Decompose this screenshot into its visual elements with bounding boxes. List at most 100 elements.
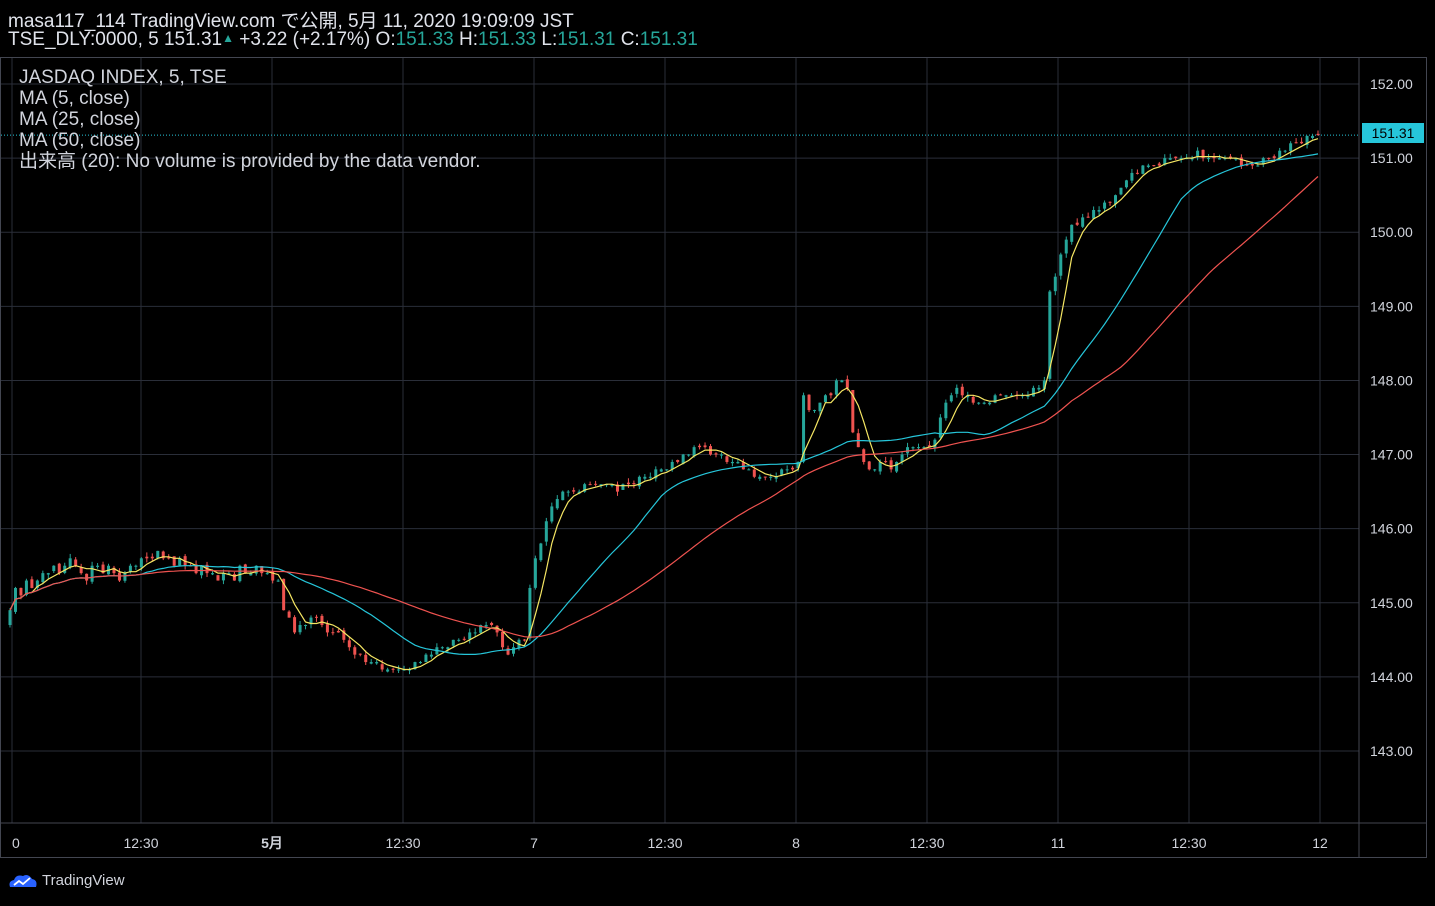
candle-body bbox=[878, 461, 882, 472]
candle-body bbox=[79, 567, 83, 574]
x-tick-label: 12 bbox=[1312, 835, 1328, 851]
x-tick-label: 12:30 bbox=[909, 835, 944, 851]
candle-body bbox=[818, 402, 822, 412]
candle-body bbox=[1267, 157, 1271, 159]
candle-body bbox=[479, 625, 483, 633]
published-info: masa117_114 TradingView.com で公開, 5月 11, … bbox=[8, 11, 574, 32]
candle-body bbox=[1146, 165, 1150, 167]
candle-body bbox=[1196, 150, 1200, 157]
candle-body bbox=[358, 653, 362, 655]
legend-symbol[interactable]: JASDAQ INDEX, 5, TSE bbox=[19, 67, 227, 88]
candle-body bbox=[938, 417, 942, 438]
candle-body bbox=[74, 559, 78, 566]
candle-body bbox=[1250, 163, 1254, 166]
candle-body bbox=[484, 625, 488, 627]
candle-body bbox=[1086, 216, 1090, 218]
high-label: H: bbox=[459, 29, 479, 50]
candle-body bbox=[46, 573, 50, 575]
legend-ma50[interactable]: MA (50, close) bbox=[19, 130, 141, 151]
candle-body bbox=[900, 454, 904, 462]
candle-body bbox=[238, 565, 242, 582]
candle-body bbox=[276, 580, 280, 582]
y-tick-label: 151.00 bbox=[1370, 150, 1413, 166]
candle-body bbox=[752, 469, 756, 477]
legend-ma5[interactable]: MA (5, close) bbox=[19, 88, 130, 109]
candle-body bbox=[714, 453, 718, 455]
candle-body bbox=[161, 551, 165, 559]
candle-body bbox=[1141, 165, 1145, 174]
candle-body bbox=[1283, 150, 1287, 152]
candle-body bbox=[501, 631, 505, 648]
candle-body bbox=[933, 439, 937, 448]
candle-body bbox=[676, 459, 680, 462]
candle-body bbox=[1135, 172, 1139, 174]
candle-body bbox=[884, 461, 888, 463]
up-arrow-icon: ▲ bbox=[222, 31, 234, 45]
cloud-logo-icon bbox=[9, 874, 37, 887]
candle-body bbox=[851, 390, 855, 433]
candle-body bbox=[1130, 172, 1134, 181]
candle-body bbox=[615, 484, 619, 492]
ohlc-header: TSE_DLY:0000, 5 151.31▲ +3.22 (+2.17%) O… bbox=[8, 29, 698, 51]
legend-volume[interactable]: 出来高 (20): No volume is provided by the d… bbox=[19, 151, 481, 172]
candle-body bbox=[802, 395, 806, 462]
candle-body bbox=[1026, 395, 1030, 397]
y-tick-label: 150.00 bbox=[1370, 224, 1413, 240]
y-tick-label: 148.00 bbox=[1370, 372, 1413, 388]
x-tick-label: 8 bbox=[792, 835, 800, 851]
candle-body bbox=[993, 395, 997, 403]
candle-body bbox=[391, 668, 395, 670]
candle-body bbox=[468, 632, 472, 640]
candle-body bbox=[375, 662, 379, 664]
x-tick-label: 7 bbox=[530, 835, 538, 851]
candle-body bbox=[1289, 143, 1293, 152]
candle-body bbox=[440, 647, 444, 649]
candle-body bbox=[1190, 158, 1194, 160]
candle-body bbox=[1256, 165, 1260, 167]
candle-body bbox=[566, 491, 570, 493]
candle-body bbox=[1124, 180, 1128, 188]
candle-body bbox=[451, 639, 455, 646]
candle-body bbox=[1239, 157, 1243, 166]
candle-body bbox=[254, 565, 258, 574]
candle-body bbox=[271, 571, 275, 581]
x-tick-label: 5月 bbox=[261, 835, 283, 851]
candle-body bbox=[413, 662, 417, 670]
candle-body bbox=[594, 483, 598, 485]
candle-body bbox=[325, 624, 329, 633]
candle-body bbox=[1037, 387, 1041, 390]
candle-body bbox=[703, 445, 707, 448]
candle-body bbox=[1300, 141, 1304, 144]
candle-body bbox=[637, 476, 641, 487]
candle-body bbox=[227, 573, 231, 575]
legend-ma25[interactable]: MA (25, close) bbox=[19, 109, 141, 130]
candle-body bbox=[249, 573, 253, 576]
candle-body bbox=[1004, 395, 1008, 397]
candle-body bbox=[971, 396, 975, 403]
candle-body bbox=[528, 587, 532, 639]
candle-body bbox=[659, 469, 663, 472]
candle-body bbox=[692, 447, 696, 457]
candle-body bbox=[331, 632, 335, 634]
y-tick-label: 144.00 bbox=[1370, 669, 1413, 685]
candle-body bbox=[287, 611, 291, 618]
candle-body bbox=[150, 556, 154, 559]
candle-body bbox=[681, 454, 685, 464]
candle-body bbox=[960, 386, 964, 396]
candle-body bbox=[1305, 135, 1309, 145]
candle-body bbox=[68, 558, 72, 568]
candle-body bbox=[769, 476, 773, 478]
candle-body bbox=[906, 447, 910, 454]
candle-body bbox=[1064, 239, 1068, 254]
candle-body bbox=[172, 556, 176, 566]
candle-body bbox=[30, 579, 34, 588]
candle-body bbox=[265, 573, 269, 575]
candle-body bbox=[1048, 291, 1052, 379]
tradingview-logo[interactable]: TradingView bbox=[8, 872, 125, 889]
y-tick-label: 146.00 bbox=[1370, 521, 1413, 537]
candle-body bbox=[314, 616, 318, 618]
candle-body bbox=[1031, 387, 1035, 397]
candle-body bbox=[610, 484, 614, 486]
candle-body bbox=[796, 461, 800, 469]
